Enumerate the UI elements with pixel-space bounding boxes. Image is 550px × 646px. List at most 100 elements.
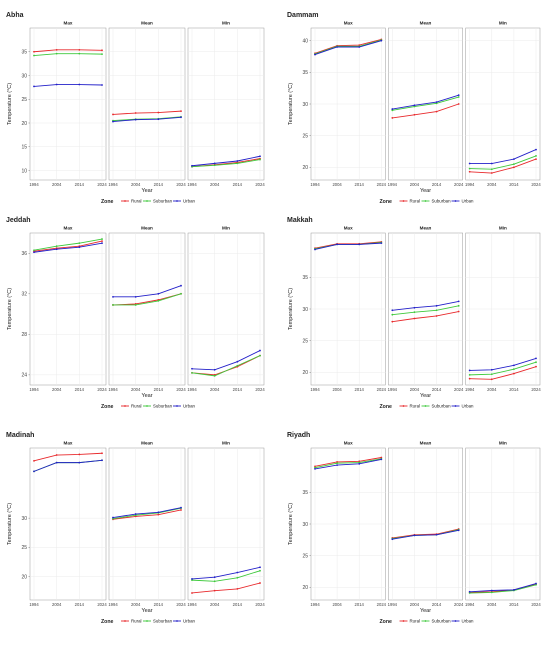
- series-line-suburban-min: [469, 361, 537, 376]
- y-tick-label: 20: [302, 370, 308, 376]
- series-line-urban-mean: [392, 300, 459, 311]
- series-line-suburban-min: [191, 159, 261, 168]
- data-point-urban-mean: [157, 292, 160, 295]
- x-tick-label: 2014: [355, 602, 365, 607]
- y-tick-label: 25: [21, 97, 27, 103]
- y-tick-label: 25: [302, 553, 308, 559]
- data-point-suburban-min: [213, 374, 216, 377]
- series-line-urban-min: [191, 155, 261, 167]
- x-tick-label: 2004: [410, 602, 420, 607]
- x-tick-label: 1994: [29, 387, 39, 392]
- data-point-suburban-max: [101, 53, 103, 56]
- data-point-urban-mean: [180, 116, 182, 119]
- data-point-suburban-mean: [112, 304, 114, 306]
- data-point-suburban-min: [535, 155, 537, 157]
- data-point-urban-min: [468, 369, 471, 372]
- data-point-rural-min: [535, 365, 537, 368]
- panel-strip-label: Mean: [141, 21, 153, 26]
- series-line-urban-mean: [392, 94, 459, 110]
- panel-strip-label: Mean: [420, 21, 432, 26]
- chart-title: Abha: [6, 12, 24, 19]
- x-tick-label: 2004: [210, 387, 220, 392]
- data-point-rural-mean: [391, 117, 394, 119]
- legend-label-suburban: Suburban: [153, 619, 173, 624]
- data-point-urban-max: [380, 458, 383, 461]
- data-point-rural-min: [259, 582, 261, 584]
- legend-key-dot-urban: [176, 405, 178, 407]
- x-tick-label: 2014: [154, 182, 164, 187]
- data-point-urban-max: [55, 248, 58, 251]
- legend-key-dot-suburban: [146, 200, 148, 202]
- data-point-rural-min: [512, 372, 515, 375]
- data-point-suburban-max: [101, 238, 103, 240]
- data-point-rural-max: [358, 460, 361, 463]
- data-point-suburban-mean: [435, 102, 438, 105]
- x-tick-label: 2014: [355, 387, 365, 392]
- x-tick-label: 1994: [388, 182, 398, 187]
- y-tick-label: 20: [302, 585, 308, 591]
- x-tick-label: 2004: [210, 182, 220, 187]
- y-axis-label: Temperature (°C): [7, 83, 13, 125]
- data-point-urban-min: [535, 357, 537, 360]
- series-line-suburban-max: [33, 238, 103, 251]
- data-point-urban-max: [101, 459, 103, 462]
- y-tick-label: 10: [21, 168, 27, 174]
- data-point-urban-mean: [435, 533, 438, 536]
- data-point-suburban-min: [468, 373, 471, 376]
- data-point-suburban-min: [512, 163, 515, 166]
- data-point-urban-max: [358, 462, 361, 465]
- x-axis-label: Year: [420, 608, 431, 614]
- x-tick-label: 2014: [75, 602, 85, 607]
- data-point-urban-mean: [391, 309, 394, 312]
- chart-title: Makkah: [287, 217, 313, 224]
- y-tick-label: 15: [21, 145, 27, 151]
- chart-title: Madinah: [6, 432, 34, 439]
- legend-key-dot-rural: [124, 620, 126, 622]
- data-point-rural-mean: [391, 320, 394, 323]
- x-tick-label: 2014: [509, 387, 519, 392]
- chart-title: Jeddah: [6, 217, 31, 224]
- panel-strip-label: Mean: [420, 441, 432, 446]
- data-point-urban-max: [78, 83, 81, 86]
- data-point-suburban-min: [213, 580, 216, 583]
- legend-label-rural: Rural: [131, 199, 142, 204]
- data-point-urban-mean: [413, 534, 416, 537]
- data-point-urban-mean: [391, 108, 394, 110]
- data-point-urban-max: [33, 251, 35, 254]
- data-point-urban-max: [314, 248, 316, 251]
- chart-riyadh: Riyadh Temperature (°C) 20 25 30 35 Max 1994 200…: [287, 432, 541, 625]
- panel-strip-label: Mean: [141, 441, 153, 446]
- data-point-urban-max: [358, 46, 361, 48]
- data-point-urban-max: [380, 39, 383, 42]
- series-line-rural-max: [314, 457, 382, 467]
- x-tick-label: 2024: [377, 602, 387, 607]
- x-tick-label: 2004: [332, 387, 342, 392]
- x-tick-label: 1994: [465, 182, 475, 187]
- x-tick-label: 2014: [75, 182, 85, 187]
- data-point-urban-mean: [134, 295, 137, 298]
- data-point-urban-max: [336, 243, 339, 246]
- data-point-suburban-min: [490, 591, 493, 594]
- panel-strip-label: Max: [64, 21, 73, 26]
- legend-label-suburban: Suburban: [432, 619, 452, 624]
- x-tick-label: 2024: [454, 602, 464, 607]
- data-point-urban-min: [213, 576, 216, 579]
- series-line-rural-max: [314, 241, 382, 249]
- data-point-rural-mean: [435, 110, 438, 113]
- data-point-urban-mean: [413, 104, 416, 107]
- series-line-suburban-max: [314, 39, 382, 55]
- data-point-urban-min: [512, 588, 515, 591]
- series-line-suburban-mean: [112, 116, 182, 122]
- data-point-rural-max: [33, 459, 35, 462]
- data-point-urban-mean: [157, 511, 160, 514]
- series-line-urban-min: [191, 350, 261, 371]
- legend-key-dot-suburban: [424, 620, 427, 622]
- panel-strip-label: Mean: [420, 226, 432, 231]
- data-point-urban-max: [33, 85, 35, 88]
- data-point-rural-min: [191, 592, 193, 594]
- legend-key-dot-rural: [402, 405, 405, 407]
- data-point-suburban-max: [33, 249, 35, 252]
- data-point-rural-mean: [180, 509, 182, 511]
